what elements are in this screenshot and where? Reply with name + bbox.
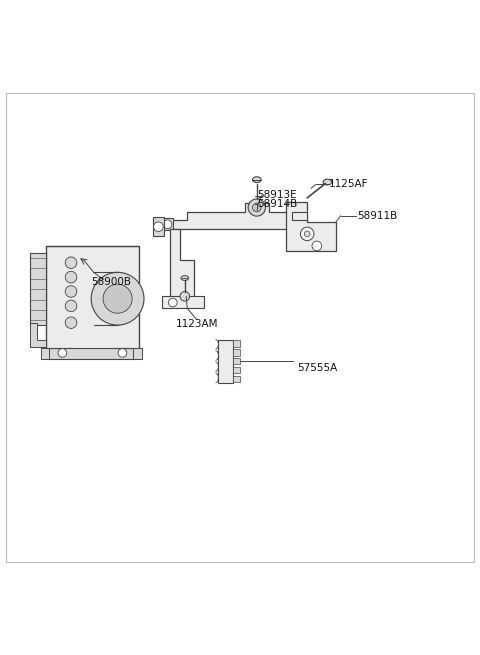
Bar <box>233 367 240 373</box>
Polygon shape <box>170 202 307 229</box>
Bar <box>218 339 233 383</box>
Circle shape <box>300 227 314 240</box>
Polygon shape <box>30 253 46 325</box>
Circle shape <box>65 257 77 269</box>
Text: 58900B: 58900B <box>91 277 131 287</box>
Ellipse shape <box>323 179 332 185</box>
Polygon shape <box>162 296 204 309</box>
Bar <box>233 341 240 346</box>
Circle shape <box>312 241 322 251</box>
Ellipse shape <box>103 284 132 313</box>
Text: 58914B: 58914B <box>257 199 297 209</box>
Circle shape <box>65 271 77 283</box>
Bar <box>233 349 240 356</box>
Bar <box>233 358 240 364</box>
Circle shape <box>180 291 190 301</box>
Polygon shape <box>30 323 46 346</box>
Circle shape <box>65 300 77 312</box>
Circle shape <box>168 298 177 307</box>
Bar <box>233 376 240 383</box>
Text: 1125AF: 1125AF <box>329 179 368 189</box>
Circle shape <box>118 348 127 357</box>
Circle shape <box>163 220 172 229</box>
Text: 1123AM: 1123AM <box>176 319 218 329</box>
Ellipse shape <box>91 272 144 325</box>
Text: 57555A: 57555A <box>298 364 338 373</box>
Circle shape <box>65 317 77 328</box>
Circle shape <box>248 199 265 216</box>
Circle shape <box>304 231 310 236</box>
Polygon shape <box>292 212 307 220</box>
Circle shape <box>154 222 163 231</box>
Polygon shape <box>170 229 194 299</box>
Circle shape <box>65 286 77 297</box>
Bar <box>46 348 139 359</box>
Bar <box>41 348 49 359</box>
Text: 58911B: 58911B <box>358 211 398 221</box>
Polygon shape <box>162 218 173 230</box>
Text: 58913E: 58913E <box>257 191 297 200</box>
Bar <box>46 246 139 349</box>
Circle shape <box>58 348 67 357</box>
Ellipse shape <box>252 177 261 183</box>
Bar <box>133 348 142 359</box>
Circle shape <box>252 203 261 212</box>
Ellipse shape <box>181 276 189 280</box>
Polygon shape <box>153 217 164 236</box>
Polygon shape <box>286 202 336 251</box>
